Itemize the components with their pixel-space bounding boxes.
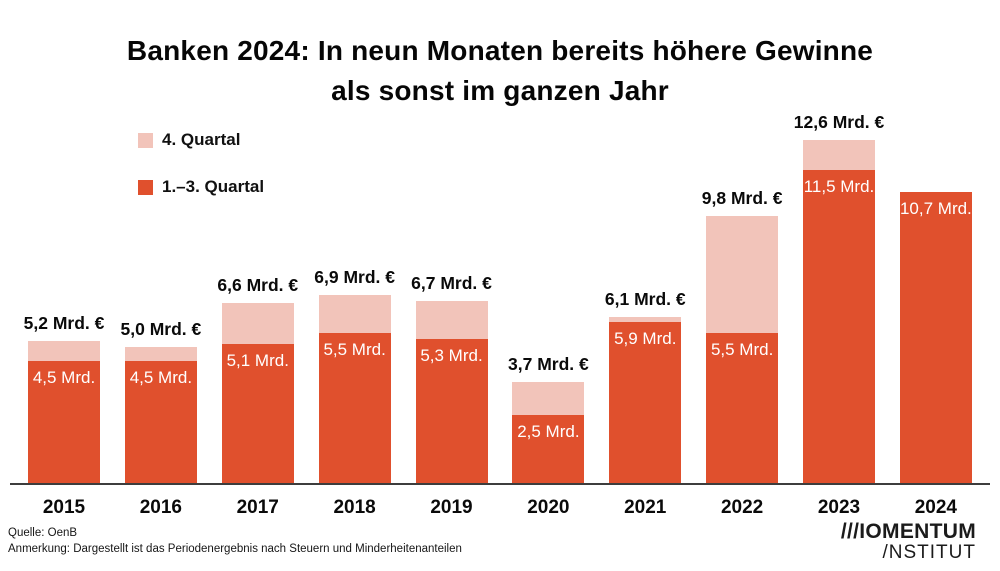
axis-tick-label-2019: 2019 <box>430 497 473 518</box>
legend-label-q4: 4. Quartal <box>162 130 241 149</box>
bar-inner-value-label: 5,3 Mrd. <box>420 345 483 365</box>
bar-q4-segment: 5,5 Mrd. 9,8 Mrd. € <box>702 188 782 483</box>
bar-total-value-label: 6,1 Mrd. € <box>604 288 686 309</box>
bar-total-value-label: 12,6 Mrd. € <box>793 112 885 132</box>
bar-q4-segment: 4,5 Mrd. 5,0 Mrd. € <box>121 319 201 483</box>
bar-inner-value-label: 5,5 Mrd. <box>323 340 386 360</box>
bar-q4-segment: 4,5 Mrd. 5,2 Mrd. € <box>24 313 104 483</box>
bar-q4-segment: 11,5 Mrd. 12,6 Mrd. € <box>794 112 884 483</box>
bar-q1-3-segment: 5,5 Mrd. <box>706 333 779 483</box>
bar-inner-value-label: 2,5 Mrd. <box>517 421 580 441</box>
bar-inner-value-label: 11,5 Mrd. <box>803 176 875 196</box>
footer-notes: Quelle: OenB Anmerkung: Dargestellt ist … <box>8 526 462 557</box>
legend-swatch-q1-3 <box>138 179 153 195</box>
axis-tick-label-2022: 2022 <box>720 497 764 518</box>
bar-group-2017: 5,1 Mrd. 6,6 Mrd. € 2017 <box>217 140 298 518</box>
chart-title: Banken 2024: In neun Monaten bereits höh… <box>126 34 874 106</box>
plot-area: 4,5 Mrd. 5,2 Mrd. € 2015 4,5 Mrd. 5,0 Mrd. €… <box>10 112 990 518</box>
bar-group-2024: 10,7 Mrd. 2024 <box>899 140 972 518</box>
axis-tick-label-2018: 2018 <box>333 497 376 518</box>
logo-line-momentum: ///IOMENTUM <box>840 520 976 543</box>
source-line: Quelle: OenB <box>8 527 78 539</box>
bar-q4-segment: 2,5 Mrd. 3,7 Mrd. € <box>508 354 589 483</box>
bar-inner-value-label: 5,5 Mrd. <box>710 340 774 360</box>
bar-q1-3-segment: 11,5 Mrd. <box>803 169 875 483</box>
bar-total-value-label: 9,8 Mrd. € <box>701 188 783 209</box>
bar-group-2018: 5,5 Mrd. 6,9 Mrd. € 2018 <box>314 140 395 518</box>
legend-label-q1-3: 1.–3. Quartal <box>162 177 265 196</box>
legend-item-q1-3: 1.–3. Quartal <box>138 177 264 197</box>
note-line: Anmerkung: Dargestellt ist das Periodene… <box>8 542 462 555</box>
bar-q4-segment: 5,9 Mrd. 6,1 Mrd. € <box>605 289 686 483</box>
bar-total-value-label: 5,2 Mrd. € <box>23 313 105 334</box>
bar-inner-value-label: 5,1 Mrd. <box>226 351 289 371</box>
bar-group-2015: 4,5 Mrd. 5,2 Mrd. € 2015 <box>24 140 105 518</box>
bar-group-2023: 11,5 Mrd. 12,6 Mrd. € 2023 <box>794 112 884 518</box>
bar-q1-3-segment: 4,5 Mrd. <box>124 360 197 483</box>
bar-q1-3-segment: 2,5 Mrd. <box>512 414 585 483</box>
bar-group-2016: 4,5 Mrd. 5,0 Mrd. € 2016 <box>121 140 202 518</box>
axis-tick-label-2021: 2021 <box>624 497 667 518</box>
legend-swatch-q4 <box>138 132 153 148</box>
x-axis-line <box>10 483 990 485</box>
bar-q1-3-segment: 5,1 Mrd. <box>221 344 294 483</box>
bar-total-value-label: 3,7 Mrd. € <box>508 354 589 375</box>
bar-q4-segment: 5,5 Mrd. 6,9 Mrd. € <box>314 267 395 483</box>
legend: 4. Quartal 1.–3. Quartal <box>138 130 264 224</box>
momentum-institut-logo: ///IOMENTUM /NSTITUT <box>840 520 976 564</box>
axis-tick-label-2015: 2015 <box>42 497 86 518</box>
bar-q4-segment: 5,1 Mrd. 6,6 Mrd. € <box>217 275 298 483</box>
bar-q1-3-segment: 4,5 Mrd. <box>28 360 100 483</box>
axis-tick-label-2023: 2023 <box>817 497 861 518</box>
bar-inner-value-label: 10,7 Mrd. <box>899 198 972 218</box>
bar-q1-3-segment: 10,7 Mrd. <box>899 191 972 483</box>
axis-tick-label-2020: 2020 <box>527 497 570 518</box>
bar-q1-3-segment: 5,3 Mrd. <box>415 338 488 483</box>
axis-tick-label-2016: 2016 <box>139 497 183 518</box>
bar-inner-value-label: 4,5 Mrd. <box>129 367 193 387</box>
bar-group-2022: 5,5 Mrd. 9,8 Mrd. € 2022 <box>702 140 783 518</box>
legend-item-q4: 4. Quartal <box>138 130 264 150</box>
bar-q1-3-segment: 5,9 Mrd. <box>609 322 682 483</box>
bar-group-2019: 5,3 Mrd. 6,7 Mrd. € 2019 <box>411 140 492 518</box>
bar-q4-segment: 10,7 Mrd. <box>899 191 972 483</box>
bar-total-value-label: 6,7 Mrd. € <box>411 272 492 293</box>
axis-tick-label-2017: 2017 <box>236 497 279 518</box>
bar-group-2020: 2,5 Mrd. 3,7 Mrd. € 2020 <box>508 140 589 518</box>
bar-group-2021: 5,9 Mrd. 6,1 Mrd. € 2021 <box>605 140 686 518</box>
logo-line-institut: /NSTITUT <box>882 542 976 564</box>
bar-q1-3-segment: 5,5 Mrd. <box>318 333 391 483</box>
bar-total-value-label: 5,0 Mrd. € <box>120 318 202 339</box>
bar-total-value-label: 6,6 Mrd. € <box>217 275 299 296</box>
bar-total-value-label: 6,9 Mrd. € <box>314 267 395 288</box>
bar-inner-value-label: 4,5 Mrd. <box>32 367 96 387</box>
bar-q4-segment: 5,3 Mrd. 6,7 Mrd. € <box>411 273 492 483</box>
bars-container: 4,5 Mrd. 5,2 Mrd. € 2015 4,5 Mrd. 5,0 Mrd. €… <box>24 112 972 518</box>
bar-inner-value-label: 5,9 Mrd. <box>614 329 677 349</box>
axis-tick-label-2024: 2024 <box>914 497 958 518</box>
